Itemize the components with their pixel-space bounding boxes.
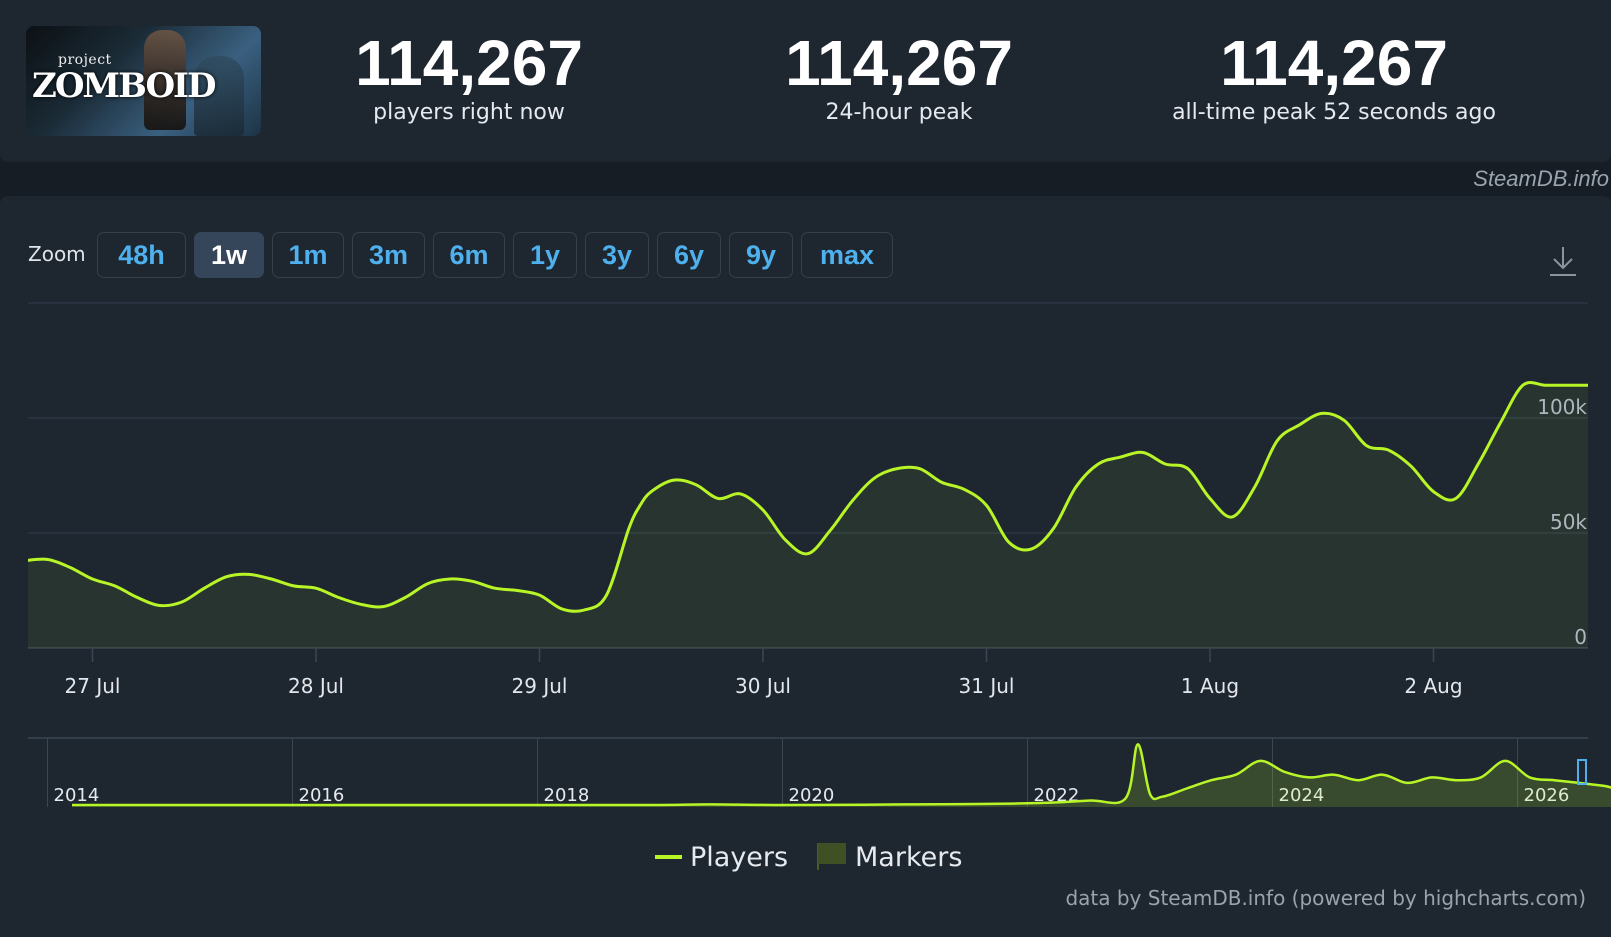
series-line (26, 380, 1591, 613)
steamdb-brand[interactable]: SteamDB.info (1473, 166, 1609, 191)
y-tick-label: 0 (1574, 625, 1587, 649)
stat-value: 114,267 (785, 27, 1013, 99)
x-tick-label: 28 Jul (288, 674, 344, 698)
chart-grid (28, 302, 1588, 649)
zoom-button-9y[interactable]: 9y (729, 232, 793, 278)
navigator-line (72, 743, 1611, 807)
navigator-area (72, 744, 1611, 807)
stat-value: 114,267 (355, 27, 583, 99)
stat-all-time-peak: 114,267 all-time peak 52 seconds ago (1124, 28, 1544, 125)
logo-figure-art-2 (194, 56, 244, 136)
x-tick-label: 27 Jul (65, 674, 121, 698)
zoom-button-6m[interactable]: 6m (433, 232, 505, 278)
y-axis-labels: 0 50k 100k (1537, 395, 1587, 649)
logo-big-text: ZOMBOID (32, 66, 216, 106)
legend-markers-flag-icon (817, 843, 846, 870)
chart-credits[interactable]: data by SteamDB.info (powered by highcha… (1065, 886, 1586, 910)
chart-panel (0, 196, 1611, 937)
players-line[interactable] (26, 380, 1591, 613)
players-area (28, 382, 1588, 648)
x-axis: 27 Jul 28 Jul 29 Jul 30 Jul 31 Jul 1 Aug 2 Aug (65, 648, 1463, 698)
stat-value: 114,267 (1220, 27, 1448, 99)
stat-label: all-time peak 52 seconds ago (1172, 100, 1496, 125)
navigator-handle[interactable] (1577, 759, 1587, 785)
navigator-year-label: 2020 (789, 785, 835, 806)
zoom-button-1w[interactable]: 1w (194, 232, 264, 278)
stat-label: players right now (373, 100, 565, 125)
zoom-label: Zoom (28, 242, 86, 266)
download-icon[interactable] (1546, 244, 1580, 280)
zoom-button-max[interactable]: max (801, 232, 893, 278)
series-area (28, 382, 1588, 648)
navigator-year-label: 2024 (1279, 785, 1325, 806)
stat-24h-peak: 114,267 24-hour peak (689, 28, 1109, 125)
zoom-button-6y[interactable]: 6y (657, 232, 721, 278)
zoom-button-1y[interactable]: 1y (513, 232, 577, 278)
zoom-button-3m[interactable]: 3m (352, 232, 425, 278)
y-tick-label: 100k (1537, 395, 1587, 419)
stat-players-now: 114,267 players right now (259, 28, 679, 125)
logo-figure-art (144, 30, 186, 130)
navigator[interactable]: 2014201620182020202220242026 (28, 737, 1611, 807)
navigator-year-label: 2026 (1524, 785, 1570, 806)
x-tick-label: 1 Aug (1181, 674, 1239, 698)
legend-markers-label[interactable]: Markers (855, 842, 962, 873)
zoom-button-48h[interactable]: 48h (97, 232, 186, 278)
stat-label: 24-hour peak (825, 100, 973, 125)
logo-small-text: project (58, 52, 112, 68)
zoom-button-1m[interactable]: 1m (272, 232, 344, 278)
y-tick-label: 50k (1550, 510, 1587, 534)
stats-header: project ZOMBOID 114,267 players right no… (0, 0, 1611, 162)
x-tick-label: 2 Aug (1404, 674, 1462, 698)
legend-players-label[interactable]: Players (690, 842, 788, 873)
navigator-year-label: 2014 (54, 785, 100, 806)
game-logo[interactable]: project ZOMBOID (26, 26, 261, 136)
navigator-year-label: 2016 (299, 785, 345, 806)
zoom-button-3y[interactable]: 3y (585, 232, 649, 278)
x-tick-label: 30 Jul (735, 674, 791, 698)
navigator-year-label: 2018 (544, 785, 590, 806)
chart-legend: Players Markers (655, 842, 962, 873)
x-tick-label: 31 Jul (959, 674, 1015, 698)
x-tick-label: 29 Jul (512, 674, 568, 698)
